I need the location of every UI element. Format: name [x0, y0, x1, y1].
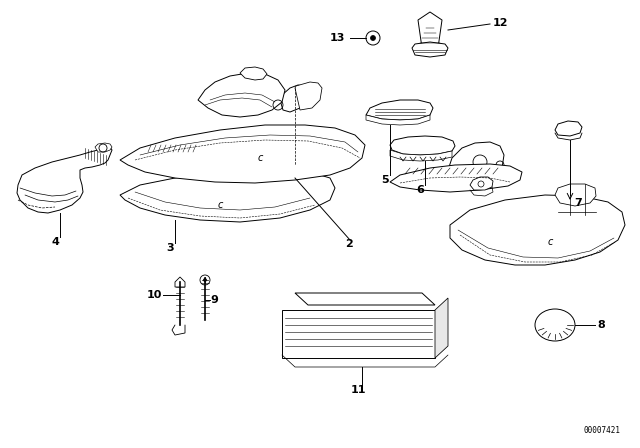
- Polygon shape: [295, 293, 435, 305]
- Text: 2: 2: [345, 239, 353, 249]
- Polygon shape: [366, 100, 433, 120]
- Polygon shape: [95, 143, 112, 152]
- Circle shape: [371, 35, 376, 40]
- Text: c: c: [257, 153, 262, 163]
- Text: 6: 6: [416, 185, 424, 195]
- Text: 4: 4: [51, 237, 59, 247]
- Text: 13: 13: [330, 33, 345, 43]
- Polygon shape: [412, 42, 448, 57]
- Polygon shape: [390, 164, 522, 192]
- Polygon shape: [120, 125, 365, 183]
- Text: 8: 8: [597, 320, 605, 330]
- Polygon shape: [435, 298, 448, 358]
- Text: 3: 3: [166, 243, 174, 253]
- Polygon shape: [450, 195, 625, 265]
- Polygon shape: [295, 82, 322, 110]
- Text: 11: 11: [350, 385, 365, 395]
- Polygon shape: [17, 147, 112, 213]
- Text: 9: 9: [210, 295, 218, 305]
- Polygon shape: [390, 150, 452, 161]
- Polygon shape: [198, 73, 285, 117]
- Text: 10: 10: [147, 290, 162, 300]
- Polygon shape: [390, 136, 455, 155]
- Text: c: c: [218, 200, 223, 210]
- Polygon shape: [280, 85, 308, 112]
- Text: 12: 12: [493, 18, 509, 28]
- Text: 5: 5: [381, 175, 389, 185]
- Text: 00007421: 00007421: [583, 426, 620, 435]
- Polygon shape: [555, 184, 596, 206]
- Polygon shape: [175, 277, 185, 287]
- Polygon shape: [448, 142, 504, 183]
- Polygon shape: [366, 115, 430, 125]
- Polygon shape: [555, 121, 582, 136]
- Polygon shape: [470, 177, 493, 190]
- Circle shape: [204, 279, 207, 281]
- Polygon shape: [240, 67, 267, 80]
- Text: c: c: [547, 237, 553, 247]
- Text: 7: 7: [574, 198, 582, 208]
- Polygon shape: [418, 12, 442, 52]
- Polygon shape: [282, 310, 435, 358]
- Polygon shape: [120, 170, 335, 222]
